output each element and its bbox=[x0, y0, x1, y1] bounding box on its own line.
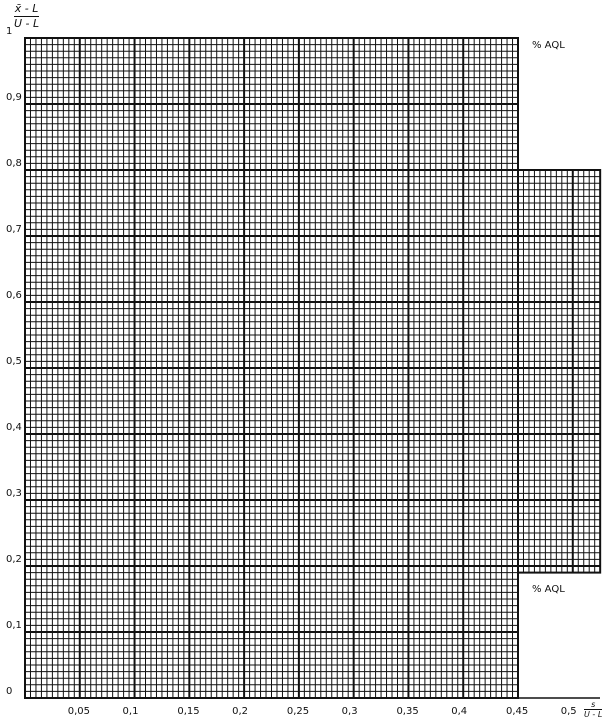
x-tick-label: 0,25 bbox=[286, 706, 310, 717]
y-tick-label: 1 bbox=[6, 26, 13, 37]
x-tick-label: 0,45 bbox=[506, 706, 529, 717]
annotation-aql-bottom: % AQL bbox=[532, 584, 565, 595]
x-tick-label: 0,1 bbox=[122, 706, 139, 717]
x-tick-label: 0,5 bbox=[560, 706, 577, 717]
y-tick-label: 0,3 bbox=[6, 488, 22, 499]
y-axis-label-numerator: x̄ - L bbox=[14, 2, 40, 17]
x-tick-label: 0,2 bbox=[232, 706, 249, 717]
extended-border bbox=[517, 169, 602, 574]
y-tick-label: 0,8 bbox=[6, 158, 22, 169]
y-axis-label: x̄ - L U - L bbox=[14, 2, 40, 31]
x-axis-label: s U - L bbox=[584, 700, 603, 719]
y-tick-label: 0,1 bbox=[6, 620, 22, 631]
x-tick-label: 0,3 bbox=[341, 706, 358, 717]
x-axis-label-numerator: s bbox=[584, 700, 603, 710]
y-axis-label-denominator: U - L bbox=[14, 17, 40, 30]
x-axis-label-denominator: U - L bbox=[584, 710, 603, 719]
y-tick-label: 0,2 bbox=[6, 554, 22, 565]
y-tick-label: 0,5 bbox=[6, 356, 22, 367]
annotation-aql-top: % AQL bbox=[532, 40, 565, 51]
x-tick-label: 0,4 bbox=[451, 706, 468, 717]
y-tick-label: 0,9 bbox=[6, 92, 22, 103]
y-tick-label: 0 bbox=[6, 686, 13, 697]
x-tick-label: 0,35 bbox=[396, 706, 419, 717]
x-tick-label: 0,15 bbox=[177, 706, 200, 717]
y-tick-label: 0,6 bbox=[6, 290, 22, 301]
y-tick-label: 0,7 bbox=[6, 224, 22, 235]
x-tick-label: 0,05 bbox=[67, 706, 91, 717]
y-tick-label: 0,4 bbox=[6, 422, 22, 433]
